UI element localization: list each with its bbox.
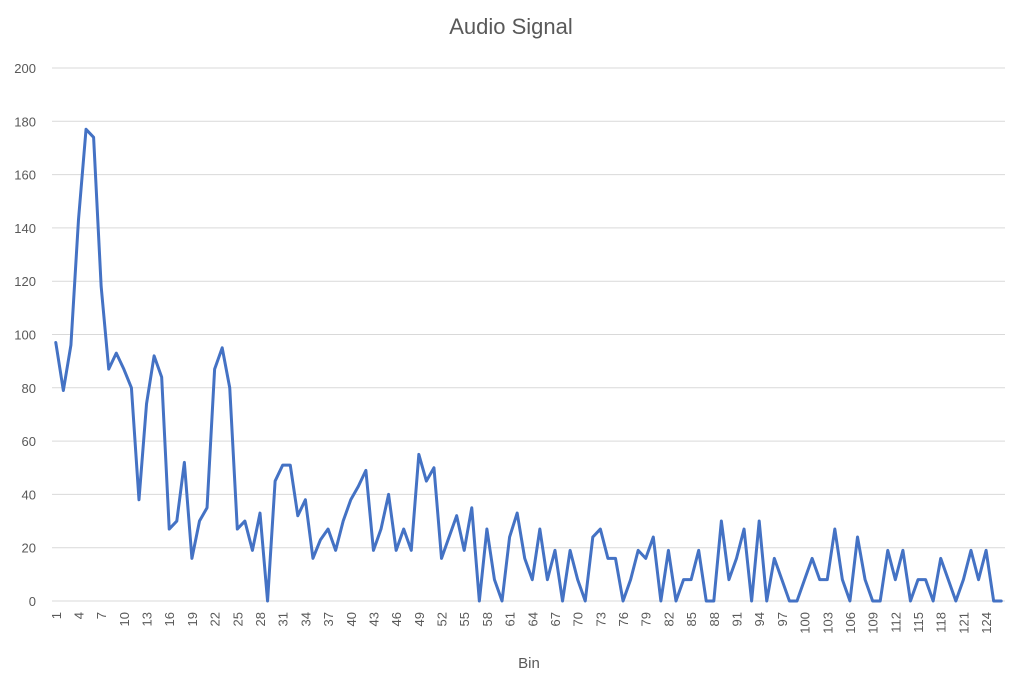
x-tick-label: 13 — [140, 612, 155, 626]
x-tick-label: 79 — [639, 612, 654, 626]
x-tick-label: 52 — [435, 612, 450, 626]
x-tick-label: 109 — [866, 612, 881, 634]
series-line — [54, 127, 1003, 603]
x-tick-label: 124 — [979, 612, 994, 634]
y-tick-label: 60 — [22, 434, 36, 449]
x-tick-label: 28 — [253, 612, 268, 626]
x-tick-label: 70 — [571, 612, 586, 626]
y-tick-label: 180 — [14, 114, 36, 129]
x-tick-label: 37 — [321, 612, 336, 626]
x-tick-label: 103 — [820, 612, 835, 634]
x-axis-label: Bin — [518, 655, 540, 672]
chart-title: Audio Signal — [449, 14, 573, 39]
x-tick-label: 58 — [480, 612, 495, 626]
y-tick-label: 20 — [22, 541, 36, 556]
x-tick-label: 118 — [934, 612, 949, 633]
x-tick-label: 10 — [117, 612, 132, 626]
y-tick-label: 80 — [22, 381, 36, 396]
y-tick-label: 160 — [14, 168, 36, 183]
y-tick-label: 40 — [22, 487, 36, 502]
y-tick-label: 200 — [14, 61, 36, 76]
x-tick-label: 64 — [525, 612, 540, 626]
x-tick-label: 115 — [911, 612, 926, 633]
x-axis-ticks: 1 4 7 10 13 16 19 22 25 28 31 34 37 40 43 46 49 52 55 58 61 6… — [49, 612, 994, 634]
x-tick-label: 97 — [775, 612, 790, 626]
x-tick-label: 7 — [94, 612, 109, 619]
x-tick-label: 22 — [208, 612, 223, 626]
x-tick-label: 82 — [661, 612, 676, 626]
y-tick-label: 120 — [14, 274, 36, 289]
y-tick-label: 100 — [14, 328, 36, 343]
x-tick-label: 40 — [344, 612, 359, 626]
x-tick-label: 1 — [49, 612, 64, 619]
x-tick-label: 91 — [729, 612, 744, 626]
x-tick-label: 61 — [503, 612, 518, 626]
x-tick-label: 106 — [843, 612, 858, 634]
x-tick-label: 43 — [366, 612, 381, 626]
y-tick-label: 0 — [29, 594, 36, 609]
gridlines — [52, 67, 1005, 602]
x-tick-label: 67 — [548, 612, 563, 626]
x-tick-label: 73 — [593, 612, 608, 626]
x-tick-label: 55 — [457, 612, 472, 626]
x-tick-label: 46 — [389, 612, 404, 626]
x-tick-label: 19 — [185, 612, 200, 626]
x-tick-label: 85 — [684, 612, 699, 626]
y-tick-label: 140 — [14, 221, 36, 236]
x-tick-label: 121 — [956, 612, 971, 634]
x-tick-label: 94 — [752, 612, 767, 626]
x-tick-label: 112 — [888, 612, 903, 633]
x-tick-label: 25 — [230, 612, 245, 626]
x-tick-label: 34 — [298, 612, 313, 626]
x-tick-label: 16 — [162, 612, 177, 626]
x-tick-label: 76 — [616, 612, 631, 626]
x-tick-label: 49 — [412, 612, 427, 626]
y-axis-ticks: 0 20 40 60 80 100 120 140 160 180 200 — [14, 61, 36, 609]
x-tick-label: 100 — [798, 612, 813, 634]
x-tick-label: 88 — [707, 612, 722, 626]
x-tick-label: 31 — [276, 612, 291, 626]
x-tick-label: 4 — [71, 612, 86, 619]
